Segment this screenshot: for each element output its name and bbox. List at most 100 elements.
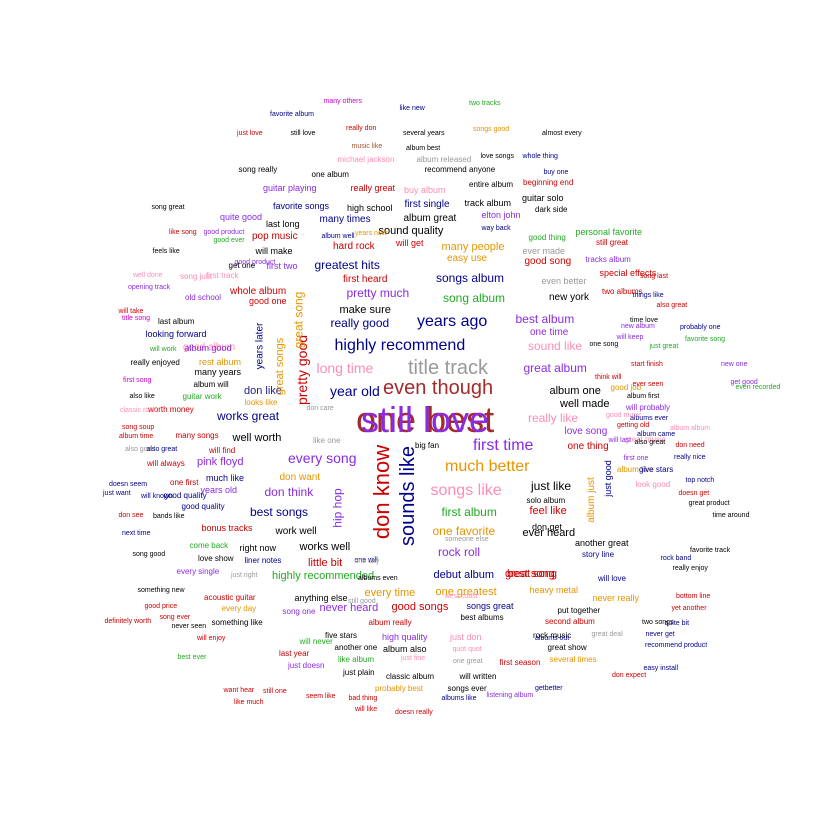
cloud-word: just love — [237, 129, 263, 137]
cloud-word: album like — [617, 465, 654, 474]
cloud-word: personal favorite — [575, 226, 643, 237]
cloud-word: title song — [122, 314, 151, 322]
cloud-word: probably one — [680, 323, 721, 331]
cloud-word: just fine — [401, 654, 426, 662]
cloud-word: album time — [119, 432, 154, 440]
cloud-word: getbetter — [535, 684, 563, 692]
cloud-word: work well — [275, 526, 317, 537]
cloud-word: sound like — [528, 339, 583, 353]
cloud-word: song great — [151, 203, 185, 211]
cloud-word: best ever — [177, 653, 207, 661]
cloud-word: good ever — [213, 236, 245, 244]
cloud-word: something new — [137, 586, 185, 594]
cloud-word: every single — [176, 567, 220, 576]
cloud-word: looking forward — [145, 328, 207, 339]
cloud-word: big fan — [415, 441, 440, 450]
cloud-word: ever made — [522, 245, 566, 256]
cloud-word: great song — [505, 567, 557, 580]
cloud-word: give stars — [639, 465, 674, 474]
cloud-word: guitar solo — [522, 192, 564, 203]
cloud-word: will make — [255, 245, 293, 256]
cloud-word: song just — [180, 272, 213, 281]
cloud-word: top notch — [685, 476, 715, 484]
cloud-word: song one — [282, 607, 316, 616]
cloud-word: seem like — [306, 692, 336, 700]
cloud-word: just doesn — [288, 661, 325, 670]
cloud-word: even recorded — [735, 383, 781, 391]
cloud-word: many times — [319, 214, 371, 225]
cloud-word: one first — [170, 478, 199, 487]
cloud-word: album really — [368, 618, 412, 627]
cloud-word: every song — [288, 450, 357, 466]
cloud-word: really nice — [674, 453, 706, 461]
cloud-word: almost every — [542, 129, 582, 137]
cloud-word: second album — [545, 617, 595, 626]
cloud-word: rock music — [533, 631, 572, 640]
cloud-word: recommend anyone — [424, 165, 496, 174]
cloud-word: doesn get — [678, 489, 710, 497]
cloud-word: best songs — [250, 505, 309, 519]
cloud-word: like much — [234, 698, 264, 706]
cloud-word: five stars — [325, 631, 358, 640]
cloud-word: song good — [132, 550, 166, 558]
cloud-word: first track — [206, 271, 239, 280]
cloud-word: sounds like — [397, 445, 420, 547]
cloud-word: one favorite — [432, 524, 496, 538]
cloud-word: still one — [263, 687, 287, 695]
cloud-word: many others — [323, 97, 363, 105]
cloud-word: many songs — [175, 431, 219, 440]
cloud-word: probably best — [375, 684, 424, 693]
cloud-word: still great — [596, 238, 629, 247]
cloud-word: yet another — [671, 604, 707, 612]
cloud-word: michael jackson — [337, 155, 395, 164]
cloud-word: think will — [595, 373, 622, 381]
cloud-word: dark side — [535, 205, 568, 214]
cloud-word: don want — [279, 472, 321, 483]
cloud-word: album will — [193, 380, 229, 389]
cloud-word: albums out — [535, 634, 570, 642]
cloud-word: don see — [118, 511, 144, 519]
cloud-word: song soup — [122, 423, 155, 431]
cloud-word: listening album — [486, 691, 534, 699]
cloud-word: looks like — [244, 398, 278, 407]
cloud-word: will enjoy — [197, 634, 226, 642]
cloud-word: two albums — [602, 287, 643, 296]
cloud-word: put together — [557, 606, 601, 615]
cloud-word: highly recommend — [334, 337, 466, 354]
cloud-word: never really — [592, 592, 640, 603]
cloud-word: getting old — [617, 421, 650, 429]
cloud-word: definitely worth — [104, 617, 152, 625]
cloud-word: bad thing — [348, 694, 378, 702]
cloud-word: just like — [531, 479, 572, 493]
cloud-word: years old — [200, 484, 238, 495]
cloud-word: greatest hits — [314, 258, 380, 272]
cloud-word: doesn seem — [109, 480, 148, 488]
cloud-word: many people — [441, 240, 505, 253]
cloud-word: feels like — [152, 247, 180, 255]
cloud-word: first heard — [343, 274, 388, 285]
cloud-word: one great — [453, 657, 483, 665]
cloud-word: last long — [266, 218, 300, 229]
cloud-word: favorite album — [270, 110, 314, 118]
cloud-word: good one — [249, 295, 287, 306]
cloud-word: buy one — [543, 168, 569, 176]
cloud-word: last year — [279, 649, 310, 658]
cloud-word: west coast — [444, 592, 478, 600]
cloud-word: liner notes — [244, 556, 282, 565]
cloud-word: easy use — [447, 253, 488, 264]
cloud-word: guitar work — [182, 392, 222, 401]
cloud-word: don think — [264, 485, 314, 499]
cloud-word: album just — [585, 477, 597, 523]
cloud-word: album released — [416, 155, 472, 164]
cloud-word: pop music — [252, 231, 298, 242]
cloud-word: ever heard — [522, 526, 576, 539]
cloud-word: first song — [123, 376, 152, 384]
cloud-word: also great — [656, 301, 688, 309]
cloud-word: just plain — [343, 668, 375, 677]
cloud-word: really don — [346, 124, 377, 132]
cloud-word: will keep — [616, 333, 644, 341]
cloud-word: one best — [356, 399, 495, 440]
cloud-word: years later — [253, 322, 265, 370]
cloud-word: new album — [621, 322, 655, 330]
